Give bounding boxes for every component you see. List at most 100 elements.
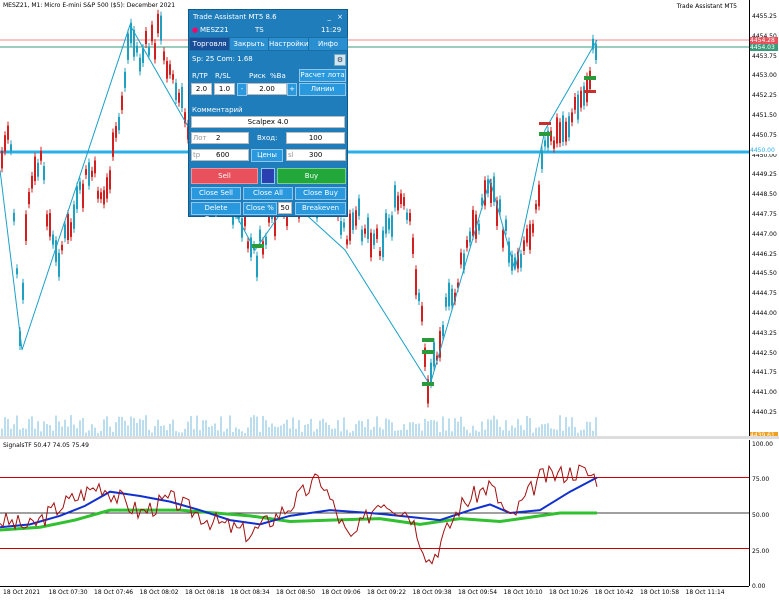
volume-bar bbox=[121, 416, 123, 436]
settings-gear-icon[interactable]: ⚙ bbox=[334, 54, 346, 66]
pane-separator[interactable] bbox=[0, 436, 779, 439]
candle-body bbox=[250, 237, 252, 258]
close-all-button[interactable]: Close All bbox=[243, 187, 293, 200]
minimize-button[interactable]: _ bbox=[327, 13, 332, 21]
volume-bar bbox=[163, 425, 165, 436]
panel-titlebar[interactable]: Trade Assistant MT5 8.6 _ × bbox=[189, 10, 347, 24]
candle-body bbox=[58, 252, 60, 277]
volume-bar bbox=[145, 415, 147, 436]
candle-body bbox=[409, 212, 411, 222]
lot-field[interactable]: Лот 2 bbox=[191, 132, 249, 144]
volume-bar bbox=[247, 427, 249, 436]
indicator-axis bbox=[749, 440, 779, 586]
breakeven-button[interactable]: Breakeven bbox=[295, 202, 346, 215]
delete-orders-button[interactable]: Delete Orders bbox=[191, 202, 241, 223]
candle-body bbox=[133, 29, 135, 57]
candle-body bbox=[109, 170, 111, 190]
lot-value[interactable]: 2 bbox=[216, 134, 221, 142]
candle-body bbox=[259, 229, 261, 242]
price-axis[interactable] bbox=[749, 0, 779, 436]
trade-assistant-panel[interactable]: Trade Assistant MT5 8.6 _ × ● MESZ21 TS … bbox=[188, 9, 348, 223]
candle-body bbox=[118, 116, 120, 131]
risk-decrease-button[interactable]: - bbox=[237, 83, 247, 96]
comment-input[interactable]: Scalpex 4.0 bbox=[191, 116, 345, 128]
candle-body bbox=[163, 51, 165, 61]
volume-bar bbox=[430, 420, 432, 436]
ask-price-tag: 4454.28 bbox=[750, 37, 778, 44]
candle-body bbox=[439, 330, 441, 358]
risk-input[interactable]: 2.00 bbox=[247, 83, 287, 95]
sl-field[interactable]: sl 300 bbox=[286, 149, 346, 161]
indicator-pane[interactable] bbox=[0, 440, 749, 586]
entry-input[interactable]: 100 bbox=[286, 132, 345, 144]
volume-bar bbox=[475, 430, 477, 436]
calc-lot-button[interactable]: Расчет лота bbox=[299, 69, 346, 82]
sl-value[interactable]: 300 bbox=[309, 151, 323, 159]
candlestick-chart[interactable] bbox=[0, 0, 749, 436]
close-percent-button[interactable]: Close % bbox=[243, 202, 277, 215]
symbol-label: MESZ21 bbox=[200, 26, 229, 34]
main-chart-area[interactable] bbox=[0, 0, 749, 436]
volume-bar bbox=[97, 432, 99, 436]
time-tick-label: 18 Oct 08:18 bbox=[185, 589, 225, 596]
candle-body bbox=[121, 95, 123, 110]
candle-body bbox=[565, 121, 567, 142]
volume-bar bbox=[7, 418, 9, 436]
volume-bar bbox=[34, 428, 36, 436]
volume-bar bbox=[454, 418, 456, 436]
indicator-tick-label: 50.00 bbox=[752, 512, 770, 519]
tab-info[interactable]: Инфо bbox=[308, 37, 348, 51]
close-button[interactable]: × bbox=[337, 13, 343, 21]
close-buy-button[interactable]: Close Buy bbox=[295, 187, 346, 200]
rtp-input[interactable]: 2.0 bbox=[191, 83, 212, 95]
close-percent-input[interactable]: 50 bbox=[278, 202, 292, 214]
lines-button[interactable]: Линии bbox=[299, 83, 346, 96]
candle-body bbox=[244, 210, 246, 227]
tab-settings[interactable]: Настройки bbox=[268, 37, 309, 51]
spread-commission: Sp: 25 Com: 1.68 bbox=[192, 55, 253, 63]
price-tick-label: 4445.50 bbox=[752, 270, 777, 278]
candle-body bbox=[367, 217, 369, 239]
tab-trade[interactable]: Торговля bbox=[189, 37, 230, 51]
candle-body bbox=[481, 197, 483, 206]
volume-bar bbox=[316, 428, 318, 436]
candle-body bbox=[268, 212, 270, 223]
candle-body bbox=[418, 292, 420, 302]
tp-value[interactable]: 600 bbox=[216, 151, 230, 159]
candle-body bbox=[172, 74, 174, 80]
risk-label: Риск bbox=[249, 72, 266, 80]
tab-close[interactable]: Закрыть bbox=[229, 37, 269, 51]
candle-body bbox=[535, 203, 537, 210]
rsl-input[interactable]: 1.0 bbox=[214, 83, 235, 95]
indicator-chart bbox=[0, 464, 749, 565]
candle-body bbox=[7, 125, 9, 140]
volume-bar bbox=[79, 420, 81, 436]
order-marker bbox=[539, 132, 551, 136]
tp-label: tp bbox=[193, 151, 201, 159]
candle-body bbox=[538, 184, 540, 207]
close-sell-button[interactable]: Close Sell bbox=[191, 187, 241, 200]
prices-button[interactable]: Цены bbox=[251, 149, 283, 162]
volume-bar bbox=[307, 424, 309, 436]
candle-body bbox=[82, 183, 84, 208]
volume-bar bbox=[223, 431, 225, 436]
volume-bar bbox=[61, 426, 63, 436]
sell-button[interactable]: Sell bbox=[191, 168, 258, 184]
candle-body bbox=[427, 379, 429, 404]
candle-body bbox=[25, 214, 27, 241]
price-tick-label: 4443.25 bbox=[752, 329, 777, 337]
buy-button[interactable]: Buy bbox=[277, 168, 346, 184]
candle-body bbox=[28, 191, 30, 205]
candle-body bbox=[592, 38, 594, 50]
candle-body bbox=[97, 190, 99, 199]
tp-field[interactable]: tp 600 bbox=[191, 149, 249, 161]
indicator-tick-label: 0.00 bbox=[752, 583, 766, 590]
time-tick-label: 18 Oct 08:50 bbox=[276, 589, 316, 596]
volume-bar bbox=[151, 432, 153, 436]
candle-body bbox=[520, 253, 522, 268]
volume-bar bbox=[379, 427, 381, 436]
volume-bar bbox=[424, 418, 426, 436]
price-tick-label: 4449.25 bbox=[752, 171, 777, 179]
risk-increase-button[interactable]: + bbox=[287, 83, 297, 96]
order-type-toggle[interactable] bbox=[261, 168, 275, 184]
